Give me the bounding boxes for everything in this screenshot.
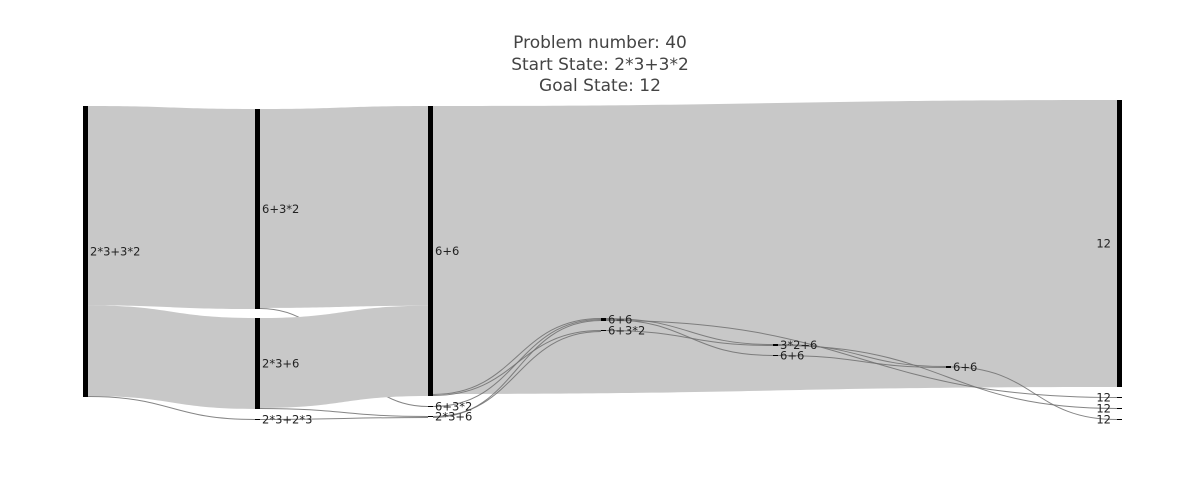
sankey-node-label: 2*3+6 xyxy=(435,410,472,424)
sankey-node-n7[interactable] xyxy=(601,318,606,321)
sankey-link-n1-n4[interactable] xyxy=(260,106,428,308)
sankey-link-n6-n7[interactable] xyxy=(432,320,602,418)
sankey-node-n15[interactable] xyxy=(1117,419,1122,420)
sankey-node-n1[interactable] xyxy=(255,109,260,309)
sankey-node-label: 12 xyxy=(1096,391,1111,405)
sankey-node-n0[interactable] xyxy=(83,106,88,397)
sankey-node-label: 6+3*2 xyxy=(608,324,645,338)
sankey-node-n6[interactable] xyxy=(428,416,433,417)
sankey-node-n2[interactable] xyxy=(255,318,260,409)
sankey-link-n2-n4[interactable] xyxy=(260,305,428,408)
sankey-link-n0-n1[interactable] xyxy=(88,106,255,309)
sankey-link-n8-n9[interactable] xyxy=(605,330,774,346)
sankey-node-n8[interactable] xyxy=(601,330,606,331)
sankey-node-n4[interactable] xyxy=(428,106,433,396)
sankey-link-n9-n11[interactable] xyxy=(777,344,947,367)
sankey-node-n12[interactable] xyxy=(1117,100,1122,387)
sankey-link-n0-n2[interactable] xyxy=(88,305,255,409)
sankey-link-n4-n7[interactable] xyxy=(432,318,602,395)
sankey-node-label: 6+6 xyxy=(608,313,632,327)
sankey-node-n11[interactable] xyxy=(946,366,951,368)
nodes-layer xyxy=(83,100,1122,420)
sankey-node-label: 6+3*2 xyxy=(435,400,472,414)
sankey-link-n7-n9[interactable] xyxy=(605,318,774,345)
sankey-link-n0-n3[interactable] xyxy=(87,395,256,420)
chart-title: Problem number: 40 Start State: 2*3+3*2 … xyxy=(0,33,1200,98)
sankey-node-n13[interactable] xyxy=(1117,397,1122,398)
sankey-node-label: 2*3+2*3 xyxy=(262,413,312,427)
sankey-node-label: 12 xyxy=(1096,413,1111,427)
sankey-link-n7-n13[interactable] xyxy=(605,320,1118,398)
title-goal-state: Goal State: 12 xyxy=(539,76,661,96)
sankey-link-n9-n14[interactable] xyxy=(777,345,1118,409)
sankey-node-label: 2*3+3*2 xyxy=(90,245,140,259)
sankey-node-n14[interactable] xyxy=(1117,408,1122,409)
sankey-node-label: 2*3+6 xyxy=(262,357,299,371)
sankey-node-label: 6+6 xyxy=(435,244,459,258)
sankey-node-n5[interactable] xyxy=(428,406,433,407)
sankey-link-n5-n7[interactable] xyxy=(432,319,602,407)
sankey-node-n10[interactable] xyxy=(773,355,778,356)
sankey-link-n10-n11[interactable] xyxy=(777,355,947,368)
sankey-node-label: 12 xyxy=(1096,402,1111,416)
sankey-node-label: 6+6 xyxy=(780,349,804,363)
sankey-node-n3[interactable] xyxy=(255,419,260,420)
title-problem-number: Problem number: 40 xyxy=(513,33,687,53)
sankey-node-label: 3*2+6 xyxy=(780,338,817,352)
labels-layer: 2*3+3*26+3*22*3+62*3+2*36+66+3*22*3+66+6… xyxy=(90,202,1111,427)
sankey-link-n2-n6[interactable] xyxy=(259,407,429,417)
sankey-link-n3-n6[interactable] xyxy=(259,417,429,420)
sankey-link-n11-n15[interactable] xyxy=(950,366,1118,420)
sankey-node-label: 6+3*2 xyxy=(262,202,299,216)
sankey-node-n9[interactable] xyxy=(773,344,778,346)
sankey-node-label: 12 xyxy=(1096,237,1111,251)
title-start-state: Start State: 2*3+3*2 xyxy=(511,54,689,75)
sankey-node-label: 6+6 xyxy=(953,360,977,374)
